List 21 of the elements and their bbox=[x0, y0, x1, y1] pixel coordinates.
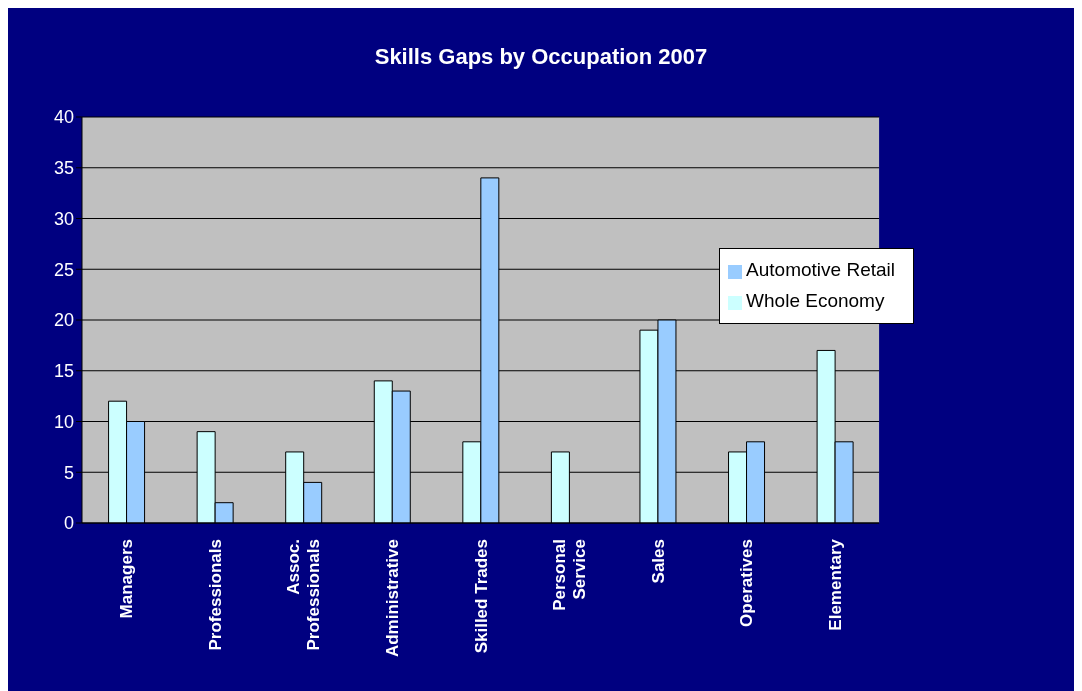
y-tick-label: 0 bbox=[63, 513, 74, 534]
y-tick-label: 5 bbox=[63, 462, 74, 483]
x-tick-label: Personal Service bbox=[550, 539, 590, 611]
y-tick-label: 30 bbox=[53, 208, 74, 229]
y-tick-label: 25 bbox=[53, 259, 74, 280]
legend-label: Automotive Retail bbox=[746, 259, 895, 280]
x-tick-label: Assoc. Professionals bbox=[284, 539, 324, 651]
x-tick-label: Skilled Trades bbox=[471, 539, 491, 654]
x-tick-label: Sales bbox=[648, 539, 668, 584]
y-tick-label: 20 bbox=[53, 310, 74, 331]
y-tick-label: 35 bbox=[53, 158, 74, 179]
y-tick-label: 10 bbox=[53, 411, 74, 432]
x-tick-label: Operatives bbox=[737, 539, 757, 627]
legend-label: Whole Economy bbox=[746, 290, 885, 311]
chart-title: Skills Gaps by Occupation 2007 bbox=[373, 44, 709, 70]
x-tick-label: Administrative bbox=[382, 539, 402, 658]
x-tick-label: Professionals bbox=[205, 539, 225, 651]
x-tick-label: Elementary bbox=[825, 538, 845, 631]
x-tick-label: Managers bbox=[117, 539, 137, 619]
y-tick-label: 40 bbox=[53, 107, 74, 128]
y-tick-label: 15 bbox=[53, 361, 74, 382]
